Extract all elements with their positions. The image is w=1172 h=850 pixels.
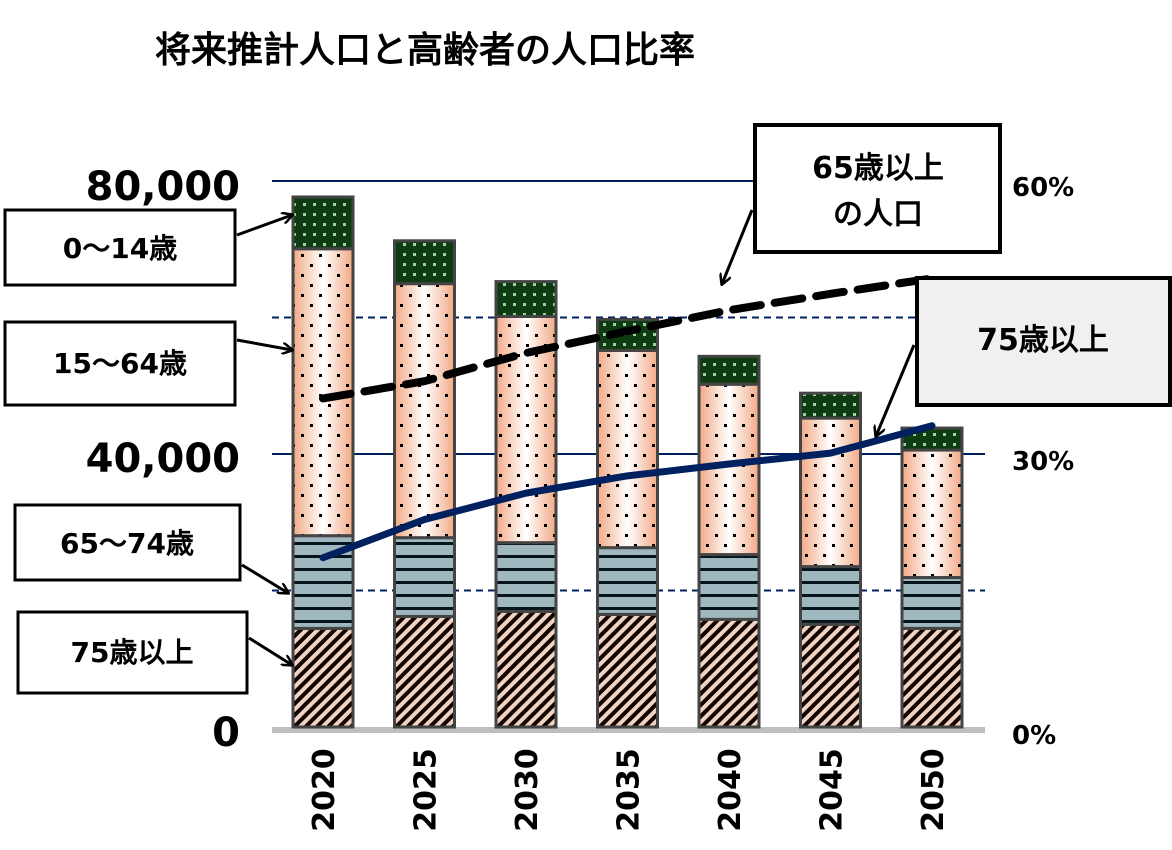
callout-0-14: 0〜14歳	[3, 208, 292, 287]
bar-segment	[597, 614, 658, 727]
bar-segment	[394, 537, 455, 617]
bar-outline	[393, 239, 456, 286]
x-tick-label: 2025	[409, 748, 444, 832]
y-left-tick-40000: 40,000	[86, 436, 240, 482]
bar-segment	[699, 356, 759, 385]
x-tick-label: 2050	[916, 748, 951, 832]
bar-segment	[800, 393, 861, 419]
bar-segment	[394, 616, 455, 727]
y-right-tick-30: 30%	[1012, 447, 1074, 477]
callout-0-14-text: 0〜14歳	[63, 232, 177, 265]
x-tick-label: 2020	[307, 748, 342, 832]
bar-outline	[494, 280, 558, 318]
bar-outline	[799, 391, 862, 420]
line-65-plus-ratio	[319, 274, 936, 403]
callout-65-74: 65〜74歳	[13, 503, 288, 593]
bar-segment	[902, 628, 962, 727]
y-left-tick-0: 0	[212, 710, 240, 756]
callout-75-plus-text: 75歳以上	[71, 636, 194, 669]
bar-segment	[394, 240, 455, 284]
bar-segment	[293, 628, 353, 727]
bar-pattern	[800, 418, 861, 567]
callout-75-plus: 75歳以上	[16, 610, 292, 695]
callout-15-64-text: 15〜64歳	[53, 347, 187, 380]
bar-pattern	[902, 450, 962, 578]
bar-segment	[800, 566, 861, 625]
callout-65-plus-line2: の人口	[833, 197, 923, 232]
line-75-plus-ratio	[319, 422, 936, 562]
callout-65-plus-line: 65歳以上 の人口	[722, 123, 1002, 284]
bar-segment	[902, 428, 962, 451]
callout-75-plus-line: 75歳以上	[876, 276, 1172, 436]
bar-pattern	[394, 283, 455, 538]
bar-segment	[699, 619, 759, 727]
bar-pattern	[597, 350, 658, 548]
bar-segment	[496, 542, 556, 612]
x-tick-label: 2045	[815, 748, 850, 832]
x-tick-label: 2040	[713, 748, 748, 832]
bar-segment	[699, 554, 759, 620]
bar-segment	[597, 547, 658, 615]
x-tick-label: 2030	[510, 748, 545, 832]
bar-segment	[496, 611, 556, 727]
x-axis-baseline	[272, 727, 985, 733]
callout-65-plus-line1: 65歳以上	[812, 151, 944, 186]
callout-65-74-text: 65〜74歳	[60, 527, 194, 560]
bar-outline	[697, 354, 761, 386]
x-tick-label: 2035	[612, 748, 647, 832]
chart-title: 将来推計人口と高齢者の人口比率	[155, 30, 695, 71]
y-left-tick-80000: 80,000	[86, 164, 240, 210]
callout-75-plus-line-text: 75歳以上	[977, 323, 1109, 358]
bar-segment	[293, 196, 353, 249]
bar-segment	[800, 624, 861, 727]
bar-segment	[496, 281, 556, 317]
y-right-tick-60: 60%	[1012, 173, 1074, 203]
bar-segment	[902, 577, 962, 629]
y-right-tick-0: 0%	[1012, 721, 1056, 751]
callout-15-64: 15〜64歳	[3, 320, 292, 407]
